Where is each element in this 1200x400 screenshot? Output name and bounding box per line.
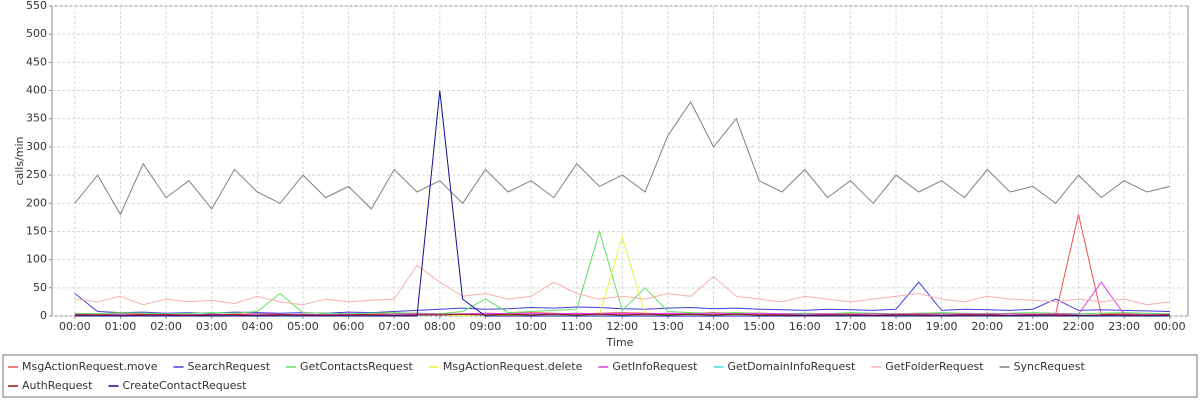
x-axis-label: Time	[606, 336, 634, 349]
series-line	[74, 100, 1170, 216]
legend-label: GetDomainInfoRequest	[727, 360, 855, 373]
x-tick-label: 15:00	[743, 320, 775, 333]
y-tick-label: 300	[26, 140, 47, 153]
x-tick-label: 21:00	[1017, 320, 1049, 333]
x-tick-label: 01:00	[105, 320, 137, 333]
y-tick-label: 250	[26, 168, 47, 181]
x-tick-label: 00:00	[1154, 320, 1186, 333]
x-tick-label: 05:00	[287, 320, 319, 333]
x-tick-label: 13:00	[652, 320, 684, 333]
x-tick-label: 07:00	[378, 320, 410, 333]
y-tick-label: 0	[40, 309, 47, 322]
y-tick-label: 550	[26, 0, 47, 12]
legend-label: SyncRequest	[1014, 360, 1086, 373]
x-tick-label: 00:00	[59, 320, 91, 333]
legend-label: GetContactsRequest	[300, 360, 414, 373]
x-tick-label: 11:00	[561, 320, 593, 333]
legend-label: GetInfoRequest	[612, 360, 698, 373]
x-tick-label: 10:00	[515, 320, 547, 333]
x-tick-label: 18:00	[880, 320, 912, 333]
series-line	[74, 264, 1170, 306]
x-tick-label: 14:00	[698, 320, 730, 333]
y-tick-label: 350	[26, 112, 47, 125]
legend-label: MsgActionRequest.move	[22, 360, 158, 373]
x-tick-label: 06:00	[333, 320, 365, 333]
x-tick-label: 23:00	[1108, 320, 1140, 333]
legend-label: SearchRequest	[188, 360, 271, 373]
y-tick-label: 500	[26, 27, 47, 40]
y-tick-label: 100	[26, 253, 47, 266]
x-tick-label: 09:00	[470, 320, 502, 333]
y-tick-label: 150	[26, 224, 47, 237]
legend-label: AuthRequest	[22, 379, 93, 392]
series-line	[74, 229, 1170, 315]
legend-label: CreateContactRequest	[122, 379, 247, 392]
series-line	[74, 281, 1170, 316]
legend	[2, 354, 1198, 398]
x-tick-label: 17:00	[835, 320, 867, 333]
y-tick-label: 450	[26, 55, 47, 68]
legend-label: GetFolderRequest	[885, 360, 984, 373]
x-tick-label: 20:00	[971, 320, 1003, 333]
x-tick-label: 08:00	[424, 320, 456, 333]
x-tick-label: 16:00	[789, 320, 821, 333]
x-tick-label: 19:00	[926, 320, 958, 333]
y-axis-label: calls/min	[13, 136, 26, 185]
y-tick-label: 200	[26, 196, 47, 209]
x-tick-label: 02:00	[150, 320, 182, 333]
x-tick-label: 22:00	[1063, 320, 1095, 333]
x-tick-label: 12:00	[606, 320, 638, 333]
y-tick-label: 50	[33, 281, 47, 294]
series-line	[74, 90, 1170, 317]
plot-area	[51, 5, 1189, 317]
x-tick-label: 03:00	[196, 320, 228, 333]
series-line	[74, 313, 1170, 316]
legend-label: MsgActionRequest.delete	[443, 360, 583, 373]
x-tick-label: 04:00	[241, 320, 273, 333]
y-tick-label: 400	[26, 84, 47, 97]
